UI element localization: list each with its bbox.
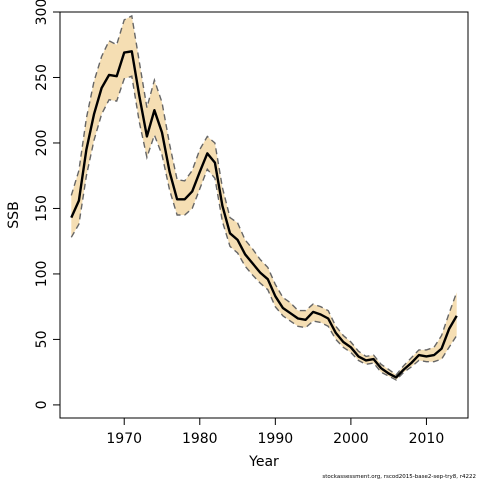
y-tick-label: 50	[34, 331, 50, 349]
x-tick-label: 1970	[106, 431, 142, 447]
y-tick-label: 150	[34, 195, 50, 222]
ssb-line	[70, 50, 458, 379]
lower-ci-line	[70, 75, 458, 381]
x-tick-label: 1980	[182, 431, 218, 447]
x-axis: 1970 1980 1990 2000 2010	[106, 418, 444, 447]
y-tick-label: 0	[34, 400, 50, 409]
x-axis-title: Year	[248, 454, 279, 470]
y-axis-title: SSB	[6, 201, 22, 228]
ssb-line-layer	[70, 50, 458, 379]
upper-ci-line	[70, 14, 458, 376]
x-tick-label: 1990	[258, 431, 294, 447]
footer-credit: stockassessment.org, rscod2015-base2-sep…	[322, 474, 476, 480]
x-tick-label: 2000	[333, 431, 369, 447]
y-tick-label: 200	[34, 130, 50, 157]
plot-frame	[59, 11, 469, 419]
confidence-band	[71, 15, 457, 381]
y-tick-label: 250	[34, 64, 50, 91]
confidence-lines-layer	[70, 14, 458, 381]
y-axis: 0 50 100 150 200 250 300	[34, 0, 60, 409]
x-tick-label: 2010	[409, 431, 445, 447]
y-tick-label: 300	[34, 0, 50, 25]
y-tick-label: 100	[34, 261, 50, 288]
confidence-band-layer	[71, 15, 457, 381]
